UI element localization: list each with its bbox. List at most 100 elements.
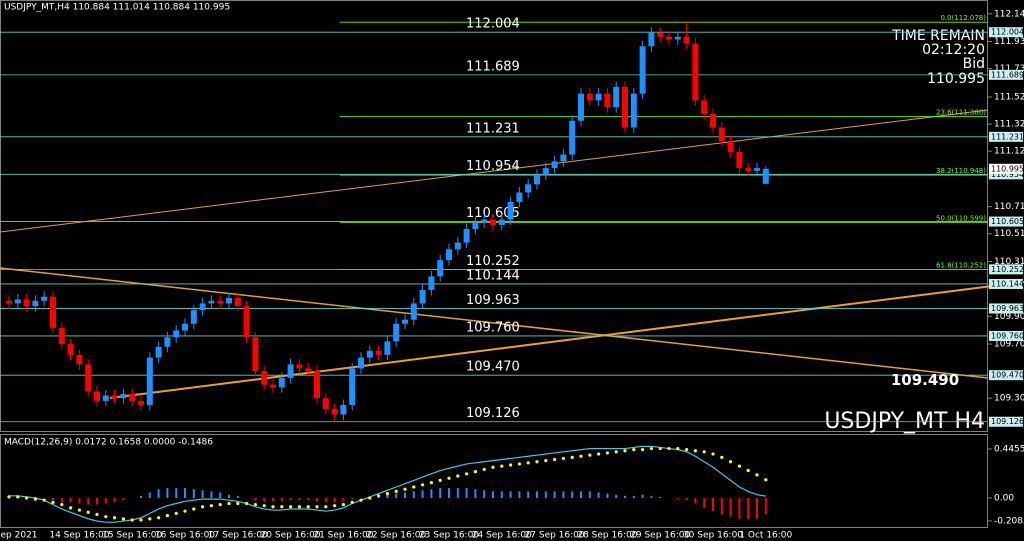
level-box-label: 109.126: [991, 417, 1024, 426]
candle-body: [305, 368, 312, 372]
candle-body: [155, 346, 162, 358]
x-tick-label: 30 Sep 16:00: [683, 531, 743, 541]
signal-dot: [526, 461, 530, 465]
level-label: 111.231: [466, 121, 520, 136]
candle-body: [278, 377, 285, 388]
y-tick-label: 111.935: [994, 37, 1024, 47]
x-tick-label: 21 Sep 16:00: [313, 531, 373, 541]
level-box: [989, 330, 1023, 341]
level-label: 109.760: [466, 320, 520, 335]
signal-dot: [262, 504, 266, 508]
signal-dot: [324, 505, 328, 509]
level-label: 109.963: [466, 293, 520, 308]
signal-dot: [649, 446, 654, 451]
candle-body: [586, 93, 593, 101]
candle-body: [287, 364, 294, 378]
candle-body: [692, 43, 699, 101]
level-box-label: 109.963: [991, 304, 1024, 313]
candle-body: [164, 337, 171, 347]
signal-dot: [86, 510, 90, 514]
macd-pane-frame: [0, 434, 988, 528]
signal-dot: [139, 518, 143, 522]
candle-body: [358, 357, 364, 369]
candle-body: [428, 276, 435, 290]
signal-dot: [553, 457, 557, 462]
candle-body: [102, 395, 109, 401]
signal-dot: [465, 472, 469, 476]
candle-body: [234, 298, 241, 307]
candle-body: [138, 400, 144, 405]
candle-body: [525, 184, 532, 193]
signal-dot: [561, 456, 566, 461]
signal-dot: [632, 448, 636, 452]
y-tick-label: 111.125: [994, 147, 1024, 157]
candle-body: [322, 398, 329, 410]
signal-dot: [192, 507, 196, 511]
signal-dot: [588, 453, 592, 457]
signal-dot: [368, 496, 372, 500]
level-box: [989, 131, 1023, 142]
candle-body: [261, 371, 268, 385]
signal-dot: [236, 501, 240, 506]
signal-dot: [729, 460, 733, 464]
signal-dot: [95, 512, 99, 517]
y-tick-label: 111.325: [994, 120, 1024, 130]
signal-dot: [350, 500, 354, 504]
signal-dot: [33, 497, 38, 501]
main-pane-frame: [0, 0, 988, 432]
signal-dot: [60, 502, 64, 507]
candle-body: [560, 154, 567, 162]
signal-dot: [77, 508, 81, 512]
signal-dot: [289, 505, 293, 509]
signal-dot: [245, 501, 249, 506]
candle-body: [296, 364, 303, 369]
signal-dot: [570, 455, 574, 459]
signal-dot: [25, 496, 29, 500]
signal-dot: [517, 462, 522, 466]
candle-body: [85, 364, 92, 392]
level-box: [989, 27, 1023, 38]
level-box: [989, 416, 1023, 427]
candle-body: [622, 86, 628, 128]
signal-dot: [693, 449, 698, 453]
level-box-label: 109.470: [991, 371, 1024, 380]
candle-body: [472, 222, 479, 230]
signal-dot: [104, 515, 108, 519]
x-tick-label: 29 Sep 16:00: [630, 531, 690, 541]
y-tick-label: 109.905: [994, 312, 1024, 322]
x-tick-label: 1 Oct 16:00: [739, 531, 792, 541]
signal-dot: [69, 506, 73, 510]
signal-dot: [720, 455, 724, 459]
candle-body: [199, 303, 206, 311]
fib-label: 23.6(111.380): [936, 109, 986, 117]
candle-body: [252, 337, 259, 372]
candle-body: [314, 371, 320, 399]
level-box: [989, 69, 1023, 80]
signal-dot: [579, 454, 583, 458]
level-box-label: 111.689: [991, 70, 1024, 79]
candle-body: [190, 310, 197, 324]
x-tick-label: 24 Sep 16:00: [472, 531, 532, 541]
candle-body: [595, 93, 602, 101]
candle-body: [14, 299, 21, 304]
y-tick-label: 111.735: [994, 64, 1024, 74]
info-text: 02:12:20: [922, 42, 985, 58]
signal-dot: [403, 487, 407, 491]
candle-body: [393, 323, 400, 342]
level-box: [989, 303, 1023, 314]
candle-body: [454, 242, 461, 250]
signal-dot: [148, 517, 152, 521]
signal-dot: [42, 498, 46, 502]
macd-title: MACD(12,26,9) 0.0172 0.1658 0.0000 -0.14…: [4, 438, 213, 448]
candle-body: [437, 260, 444, 277]
signal-dot: [421, 483, 425, 487]
signal-dot: [306, 505, 310, 509]
candle-body: [674, 36, 681, 40]
candle-body: [745, 168, 752, 171]
candle-body: [32, 300, 39, 307]
signal-dot: [174, 511, 178, 515]
candle-body: [226, 298, 232, 304]
fib-label: 50.0(110.599): [936, 214, 986, 222]
level-box-label: 111.231: [991, 132, 1024, 141]
signal-dot: [280, 505, 284, 509]
